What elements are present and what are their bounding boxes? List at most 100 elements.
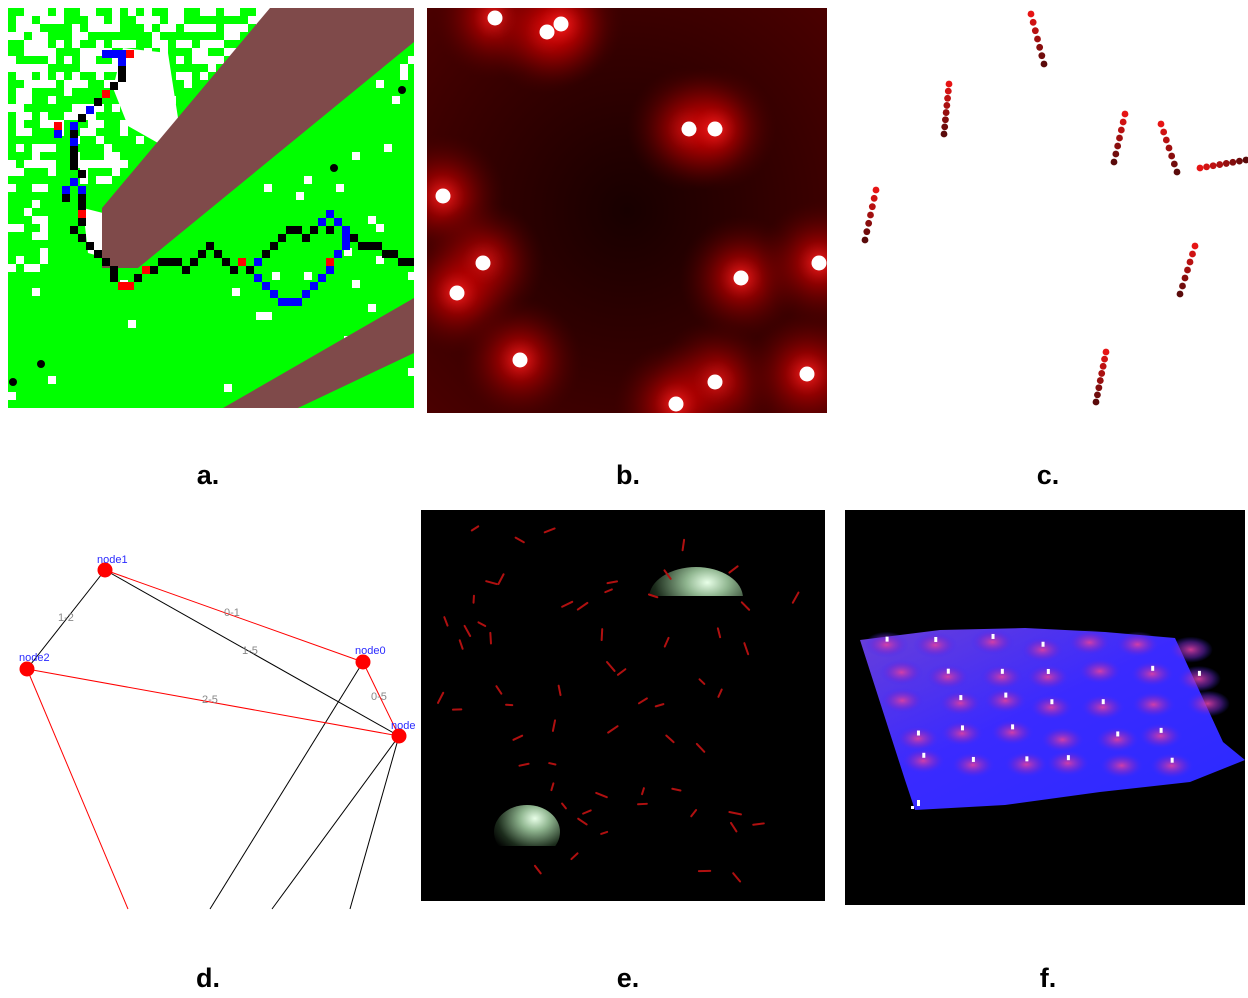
particles: [436, 525, 800, 883]
particle: [690, 809, 698, 818]
trail-dot: [944, 94, 951, 102]
empty-cell: [8, 160, 16, 168]
particle: [497, 573, 505, 585]
particle: [514, 536, 525, 544]
path-cell: [110, 266, 118, 274]
edge-label-1-2: 1-2: [58, 612, 74, 624]
trail-dot: [1031, 27, 1039, 35]
caption-c: c.: [1036, 460, 1060, 490]
empty-cell: [24, 264, 32, 272]
empty-cell: [24, 88, 32, 96]
empty-cell: [16, 224, 24, 232]
particle: [557, 684, 562, 697]
empty-cell: [232, 24, 240, 32]
trail-dot: [1170, 160, 1178, 168]
surface-peak: [1080, 694, 1125, 721]
empty-cell: [64, 56, 72, 64]
empty-cell: [216, 56, 224, 64]
empty-cell: [120, 160, 128, 168]
particle: [641, 787, 645, 796]
trail-dot: [870, 194, 878, 202]
trail-dot: [944, 87, 952, 95]
trail-dot: [1184, 266, 1191, 274]
empty-cell: [112, 168, 120, 176]
surface-peak: [879, 659, 924, 686]
particle: [717, 688, 723, 698]
path-cell: [238, 258, 246, 266]
particle: [463, 624, 472, 637]
empty-cell: [168, 8, 176, 16]
empty-cell: [96, 160, 104, 168]
empty-cell: [56, 40, 64, 48]
surface-peak: [1045, 750, 1090, 777]
empty-cell: [16, 24, 24, 32]
empty-cell: [120, 120, 128, 128]
surface-peak: [970, 628, 1015, 655]
surface-peak: [901, 747, 946, 774]
particle: [698, 678, 706, 685]
empty-cell: [192, 56, 200, 64]
empty-cell: [40, 224, 48, 232]
empty-cell: [96, 48, 104, 56]
path-cell: [102, 50, 110, 58]
empty-cell: [160, 40, 168, 48]
empty-cell: [24, 208, 32, 216]
surface-peak: [1067, 629, 1112, 656]
empty-cell: [48, 376, 56, 384]
surface-agent: [1159, 727, 1163, 733]
trail-dot: [942, 116, 949, 124]
empty-cell: [176, 56, 184, 64]
path-cell: [78, 114, 86, 122]
empty-cell: [88, 8, 96, 16]
network-canvas: 1-2 0-1 1-5 0-5 2-5 node1 node0 node2 no…: [0, 548, 420, 913]
path-cell: [286, 226, 294, 234]
empty-cell: [16, 16, 24, 24]
particle: [436, 691, 445, 704]
empty-cell: [48, 120, 56, 128]
empty-cell: [32, 32, 40, 40]
edge-0-5: [362, 661, 400, 737]
empty-cell: [16, 88, 24, 96]
empty-cell: [16, 168, 24, 176]
empty-cell: [152, 32, 160, 40]
empty-cell: [40, 144, 48, 152]
heat-source: [707, 121, 723, 137]
surface-agent: [1046, 668, 1050, 674]
trail-dot: [1209, 162, 1217, 170]
empty-cell: [232, 288, 240, 296]
empty-cell: [176, 8, 184, 16]
trail-dot: [1034, 35, 1041, 43]
caption-e: e.: [616, 963, 640, 993]
trail-dot: [1098, 370, 1106, 377]
empty-cell: [72, 112, 80, 120]
trail-dot: [1095, 384, 1103, 392]
empty-cell: [32, 40, 40, 48]
path-cell: [318, 218, 326, 226]
path-cell: [142, 266, 150, 274]
empty-cell: [232, 8, 240, 16]
trail-dot: [1160, 128, 1168, 136]
path-cell: [334, 218, 342, 226]
empty-cell: [176, 72, 184, 80]
surface-agent: [960, 725, 964, 731]
empty-cell: [112, 56, 120, 64]
empty-cell: [8, 224, 16, 232]
empty-cell: [96, 104, 104, 112]
heat-source: [707, 374, 723, 390]
surface-agent: [1050, 699, 1054, 705]
empty-cell: [376, 256, 384, 264]
trail-dot: [945, 80, 953, 88]
scene-background: [421, 510, 825, 901]
path-cell: [278, 298, 286, 306]
empty-cell: [72, 40, 80, 48]
panel-b-heat-map: [427, 8, 827, 413]
edge-label-0-5: 0-5: [371, 691, 387, 703]
node-node0: [355, 654, 371, 670]
empty-cell: [104, 24, 112, 32]
empty-cell: [16, 256, 24, 264]
trail-dot: [1203, 163, 1210, 171]
surface-peak: [1004, 751, 1049, 778]
edge-label-1-5: 1-5: [242, 645, 258, 657]
path-cell: [342, 226, 350, 234]
node-node1: [97, 562, 113, 578]
